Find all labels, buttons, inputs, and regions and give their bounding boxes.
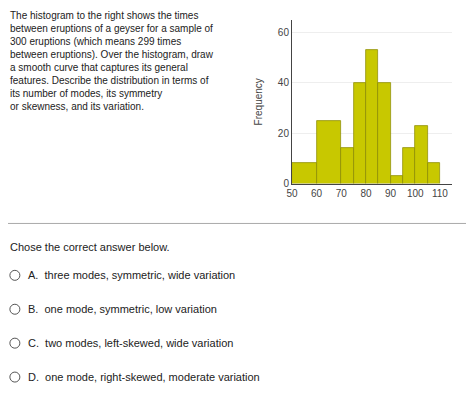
svg-text:20: 20: [278, 128, 290, 139]
svg-text:B. one mode, symmetric, low v: B. one mode, symmetric, low variation: [28, 303, 217, 315]
svg-text:70: 70: [336, 188, 348, 199]
svg-text:60: 60: [278, 27, 290, 38]
svg-text:C. two modes, left-skewed, wi: C. two modes, left-skewed, wide variatio…: [28, 337, 233, 349]
svg-text:A. three modes, symmetric, wi: A. three modes, symmetric, wide variatio…: [28, 269, 235, 281]
svg-text:D. one mode, right-skewed, mo: D. one mode, right-skewed, moderate vari…: [28, 371, 260, 383]
svg-text:Frequency: Frequency: [253, 78, 264, 125]
svg-text:90: 90: [385, 188, 397, 199]
svg-text:110: 110: [432, 188, 448, 199]
svg-text:60: 60: [311, 188, 323, 199]
svg-text:Chose the correct answer below: Chose the correct answer below.: [10, 241, 170, 253]
svg-text:40: 40: [278, 77, 290, 88]
svg-text:The histogram to the right sho: The histogram to the right shows the tim…: [10, 10, 214, 112]
svg-text:80: 80: [360, 188, 372, 199]
svg-text:50: 50: [286, 188, 298, 199]
svg-text:100: 100: [407, 188, 424, 199]
svg-text:0: 0: [283, 178, 289, 189]
